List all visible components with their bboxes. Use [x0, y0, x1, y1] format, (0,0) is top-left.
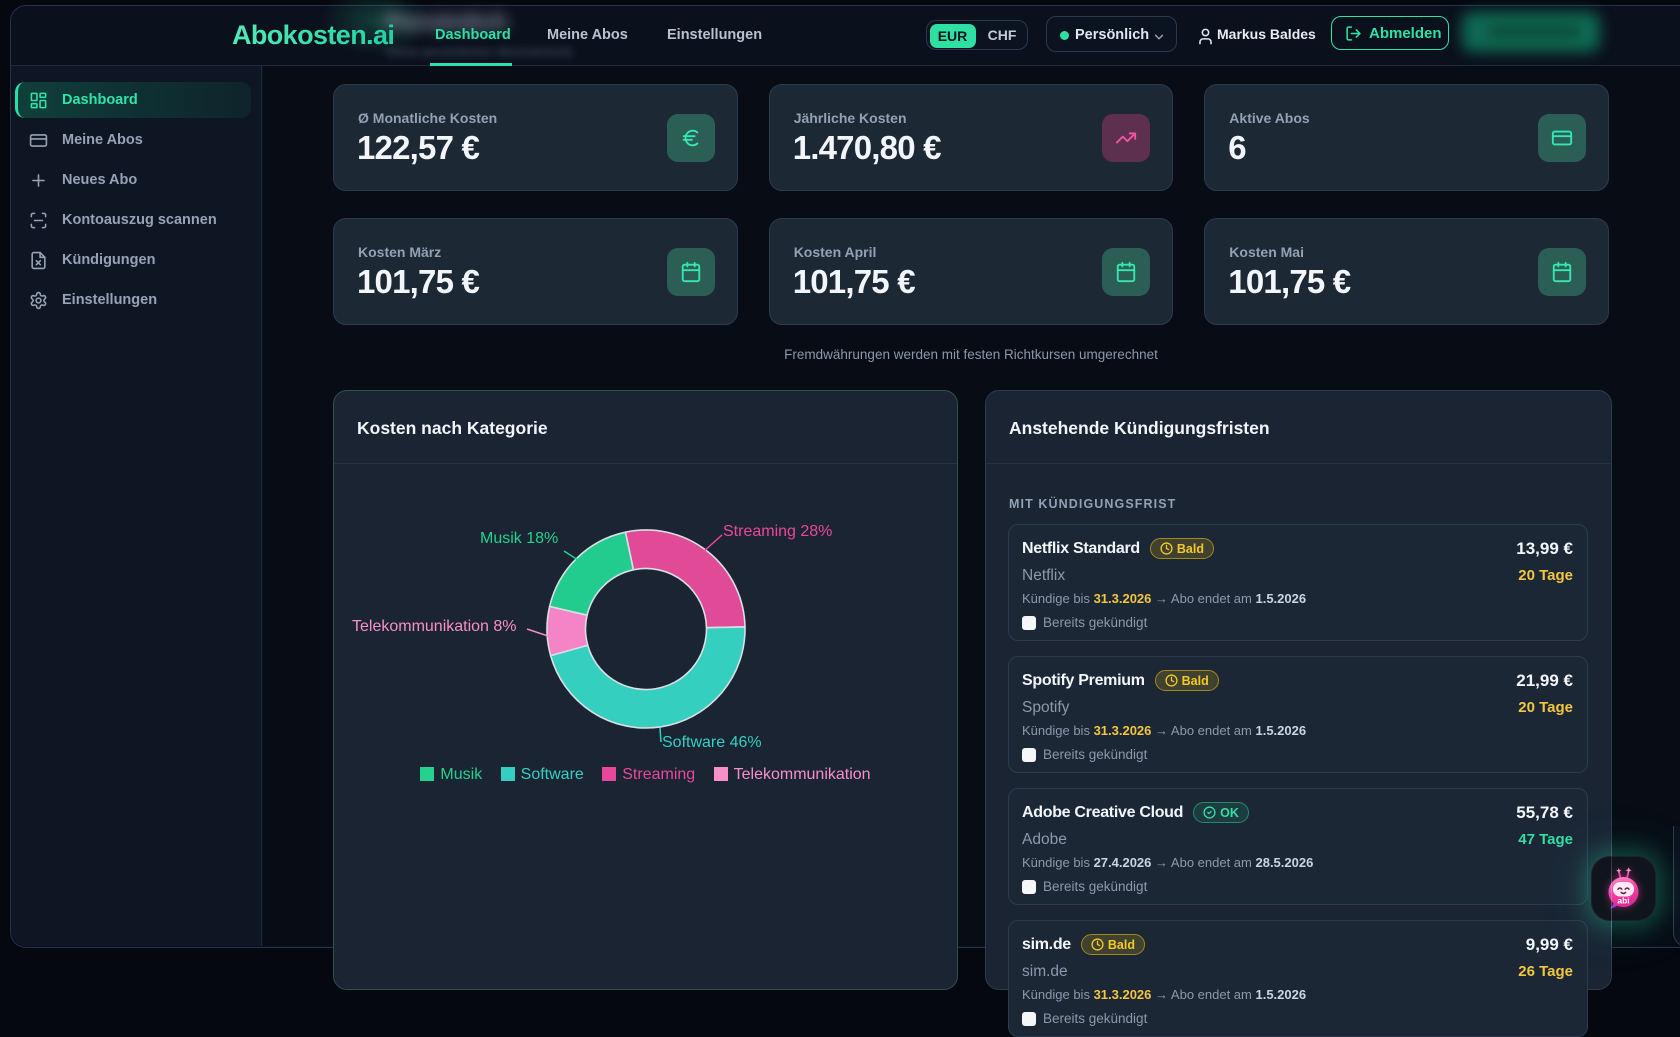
svg-text:abi: abi	[1617, 896, 1629, 906]
